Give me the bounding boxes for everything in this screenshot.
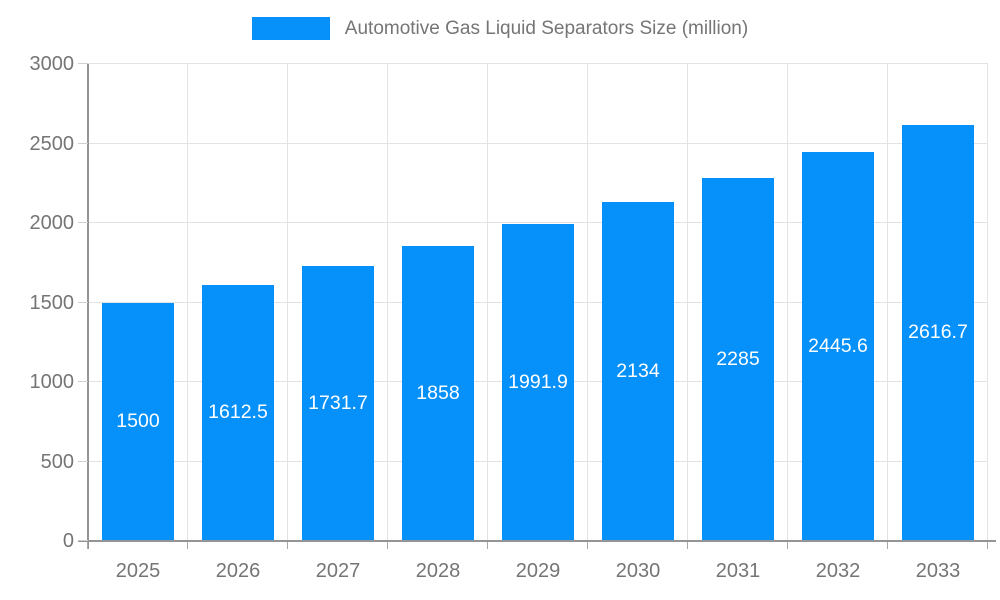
legend-swatch <box>251 17 330 40</box>
bar-value-label: 2616.7 <box>908 321 968 344</box>
bar-2028: 1858 <box>402 245 474 541</box>
x-tick-label: 2029 <box>515 560 561 582</box>
bar-value-label: 1731.7 <box>308 391 368 414</box>
bar-2029: 1991.9 <box>502 224 574 541</box>
bar-2031: 2285 <box>702 177 774 541</box>
bar-value-label: 2285 <box>716 347 760 370</box>
x-gridline <box>887 64 888 541</box>
y-tick-label: 3000 <box>29 53 75 75</box>
y-gridline <box>88 142 988 144</box>
y-tick-label: 500 <box>40 450 74 473</box>
x-tick-mark <box>387 542 388 549</box>
y-tick-label: 2500 <box>29 132 75 155</box>
x-gridline <box>987 64 988 541</box>
bar-2033: 2616.7 <box>902 124 974 541</box>
y-gridline <box>88 222 988 223</box>
bar-2027: 1731.7 <box>302 265 374 541</box>
x-tick-mark <box>987 542 988 549</box>
y-tick-mark <box>78 301 88 303</box>
y-tick-mark <box>78 63 88 64</box>
bar-2032: 2445.6 <box>802 152 874 541</box>
bar-value-label: 1858 <box>416 381 460 404</box>
x-gridline <box>787 64 788 541</box>
x-gridline <box>687 64 688 541</box>
x-tick-mark <box>587 542 588 549</box>
plot-area: 1500 1612.5 1731.7 1858 1991.9 2134 2285 2445.6… <box>88 63 988 541</box>
bar-value-label: 1500 <box>116 410 160 433</box>
x-gridline <box>287 64 288 541</box>
bar-2026: 1612.5 <box>202 284 274 541</box>
x-axis-line <box>78 540 996 542</box>
x-tick-label: 2025 <box>115 560 161 582</box>
x-tick-mark <box>787 542 788 549</box>
x-gridline <box>187 64 188 541</box>
x-tick-mark <box>287 542 288 549</box>
y-tick-label: 1500 <box>29 291 75 314</box>
y-gridline <box>88 63 988 64</box>
x-tick-label: 2031 <box>715 560 761 582</box>
bar-value-label: 2134 <box>616 359 660 382</box>
x-tick-label: 2026 <box>215 560 261 582</box>
x-tick-mark <box>687 542 688 549</box>
bar-value-label: 1991.9 <box>508 371 568 394</box>
x-gridline <box>587 64 588 541</box>
bar-2030: 2134 <box>602 201 674 541</box>
x-tick-mark <box>887 542 888 549</box>
x-tick-label: 2033 <box>915 560 961 582</box>
x-tick-mark <box>487 542 488 549</box>
bar-2025: 1500 <box>102 302 174 541</box>
bar-value-label: 2445.6 <box>808 335 868 358</box>
x-tick-mark <box>187 542 188 549</box>
y-tick-label: 1000 <box>29 371 75 393</box>
y-tick-mark <box>78 142 88 144</box>
y-tick-mark <box>78 222 88 223</box>
chart-title: Automotive Gas Liquid Separators Size (m… <box>344 17 749 39</box>
x-gridline <box>487 64 488 541</box>
y-axis-line <box>87 64 89 549</box>
y-tick-label: 2000 <box>29 212 75 234</box>
bar-value-label: 1612.5 <box>208 401 268 424</box>
y-tick-label: 0 <box>62 530 74 552</box>
x-tick-label: 2028 <box>415 560 461 582</box>
x-gridline <box>387 64 388 541</box>
x-tick-mark <box>87 542 88 549</box>
y-tick-mark <box>78 381 88 382</box>
x-tick-label: 2032 <box>815 560 861 582</box>
legend[interactable]: Automotive Gas Liquid Separators Size (m… <box>0 17 1000 40</box>
x-tick-label: 2030 <box>615 560 661 582</box>
y-tick-mark <box>78 540 88 541</box>
y-tick-mark <box>78 460 88 462</box>
x-tick-label: 2027 <box>315 560 361 582</box>
